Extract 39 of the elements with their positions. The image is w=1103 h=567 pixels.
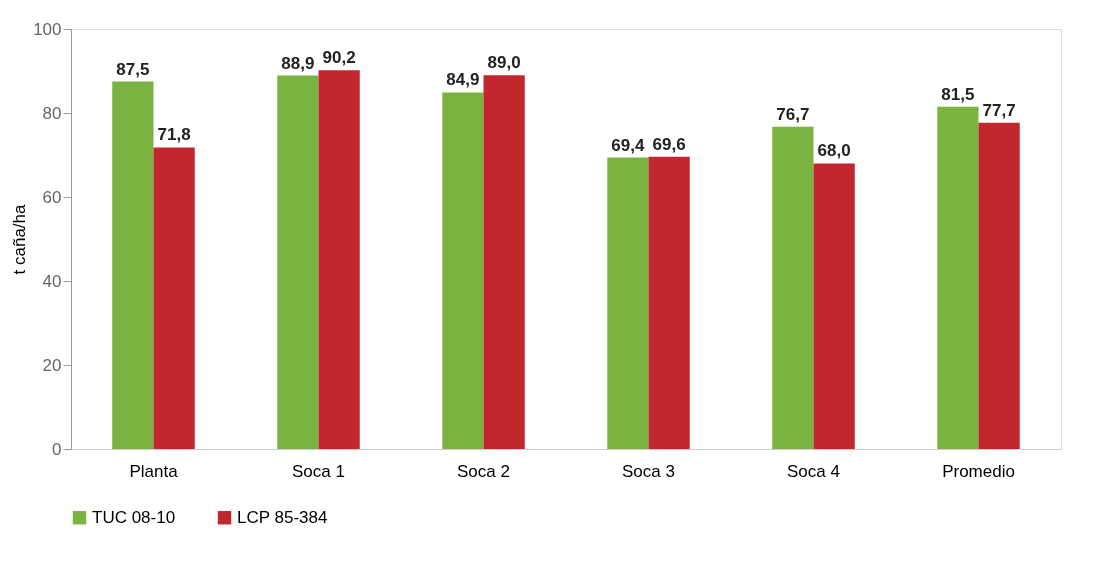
data-label: 88,9 bbox=[281, 53, 315, 73]
y-tick-label: 80 bbox=[42, 103, 62, 123]
data-label: 71,8 bbox=[157, 125, 191, 145]
y-tick-label: 100 bbox=[33, 19, 62, 39]
legend-label: TUC 08-10 bbox=[92, 507, 176, 527]
bar bbox=[442, 92, 484, 449]
data-label: 90,2 bbox=[322, 48, 356, 68]
data-label: 89,0 bbox=[487, 53, 521, 73]
bar bbox=[607, 157, 649, 449]
x-tick-label: Soca 3 bbox=[622, 461, 675, 481]
data-label: 69,6 bbox=[652, 134, 686, 154]
data-label: 69,4 bbox=[611, 135, 645, 155]
bar bbox=[648, 156, 690, 449]
y-tick-label: 0 bbox=[52, 439, 62, 459]
x-tick-label: Promedio bbox=[942, 461, 1015, 481]
bar bbox=[277, 75, 319, 449]
legend-label: LCP 85-384 bbox=[237, 507, 328, 527]
data-label: 87,5 bbox=[116, 59, 150, 79]
x-tick-label: Soca 1 bbox=[292, 461, 345, 481]
data-label: 84,9 bbox=[446, 70, 480, 90]
x-tick-label: Soca 2 bbox=[457, 461, 510, 481]
y-tick-label: 20 bbox=[42, 355, 62, 375]
y-axis-title: t caña/ha bbox=[10, 203, 30, 275]
bar bbox=[978, 122, 1020, 449]
bar bbox=[937, 106, 979, 449]
bar bbox=[153, 147, 195, 449]
x-tick-label: Planta bbox=[129, 461, 179, 481]
bar bbox=[318, 70, 360, 449]
y-tick-label: 40 bbox=[42, 271, 62, 291]
bar bbox=[112, 81, 154, 449]
data-label: 77,7 bbox=[982, 100, 1016, 120]
bar bbox=[813, 163, 855, 449]
bar bbox=[483, 75, 525, 449]
data-label: 81,5 bbox=[941, 84, 975, 104]
y-tick-label: 60 bbox=[42, 187, 62, 207]
bar bbox=[772, 126, 814, 449]
data-label: 76,7 bbox=[776, 104, 810, 124]
data-label: 68,0 bbox=[817, 141, 851, 161]
x-tick-label: Soca 4 bbox=[787, 461, 840, 481]
